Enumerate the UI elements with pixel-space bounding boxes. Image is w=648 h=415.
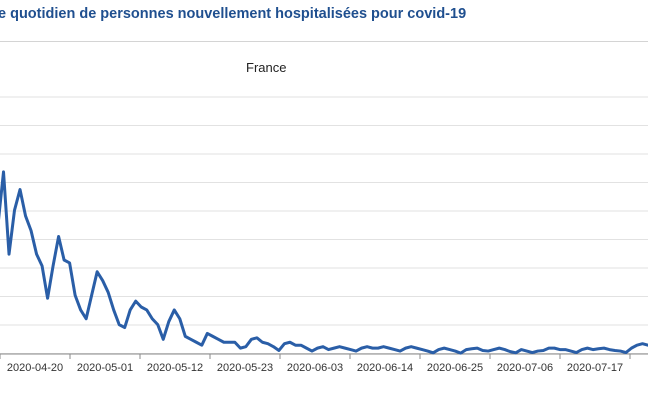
x-tick-label: 2020-07-06	[497, 362, 553, 374]
header-divider	[0, 41, 648, 42]
page-title: e quotidien de personnes nouvellement ho…	[0, 6, 467, 22]
chart-grid	[0, 96, 648, 355]
x-axis-ticks: 2020-04-20 2020-05-01 2020-05-12 2020-05-23…	[0, 354, 648, 374]
x-tick-label: 2020-04-20	[7, 362, 63, 374]
x-tick-label: 2020-05-01	[77, 362, 133, 374]
x-tick-label: 2020-06-14	[357, 362, 413, 374]
x-tick-label: 2020-06-25	[427, 362, 483, 374]
x-tick-label: 2020-05-23	[217, 362, 273, 374]
x-tick-label: 2020-05-12	[147, 362, 203, 374]
x-tick-label: 2020-06-03	[287, 362, 343, 374]
chart-subtitle: France	[246, 60, 287, 75]
series-line	[0, 170, 648, 355]
x-tick-label: 2020-07-17	[567, 362, 623, 374]
